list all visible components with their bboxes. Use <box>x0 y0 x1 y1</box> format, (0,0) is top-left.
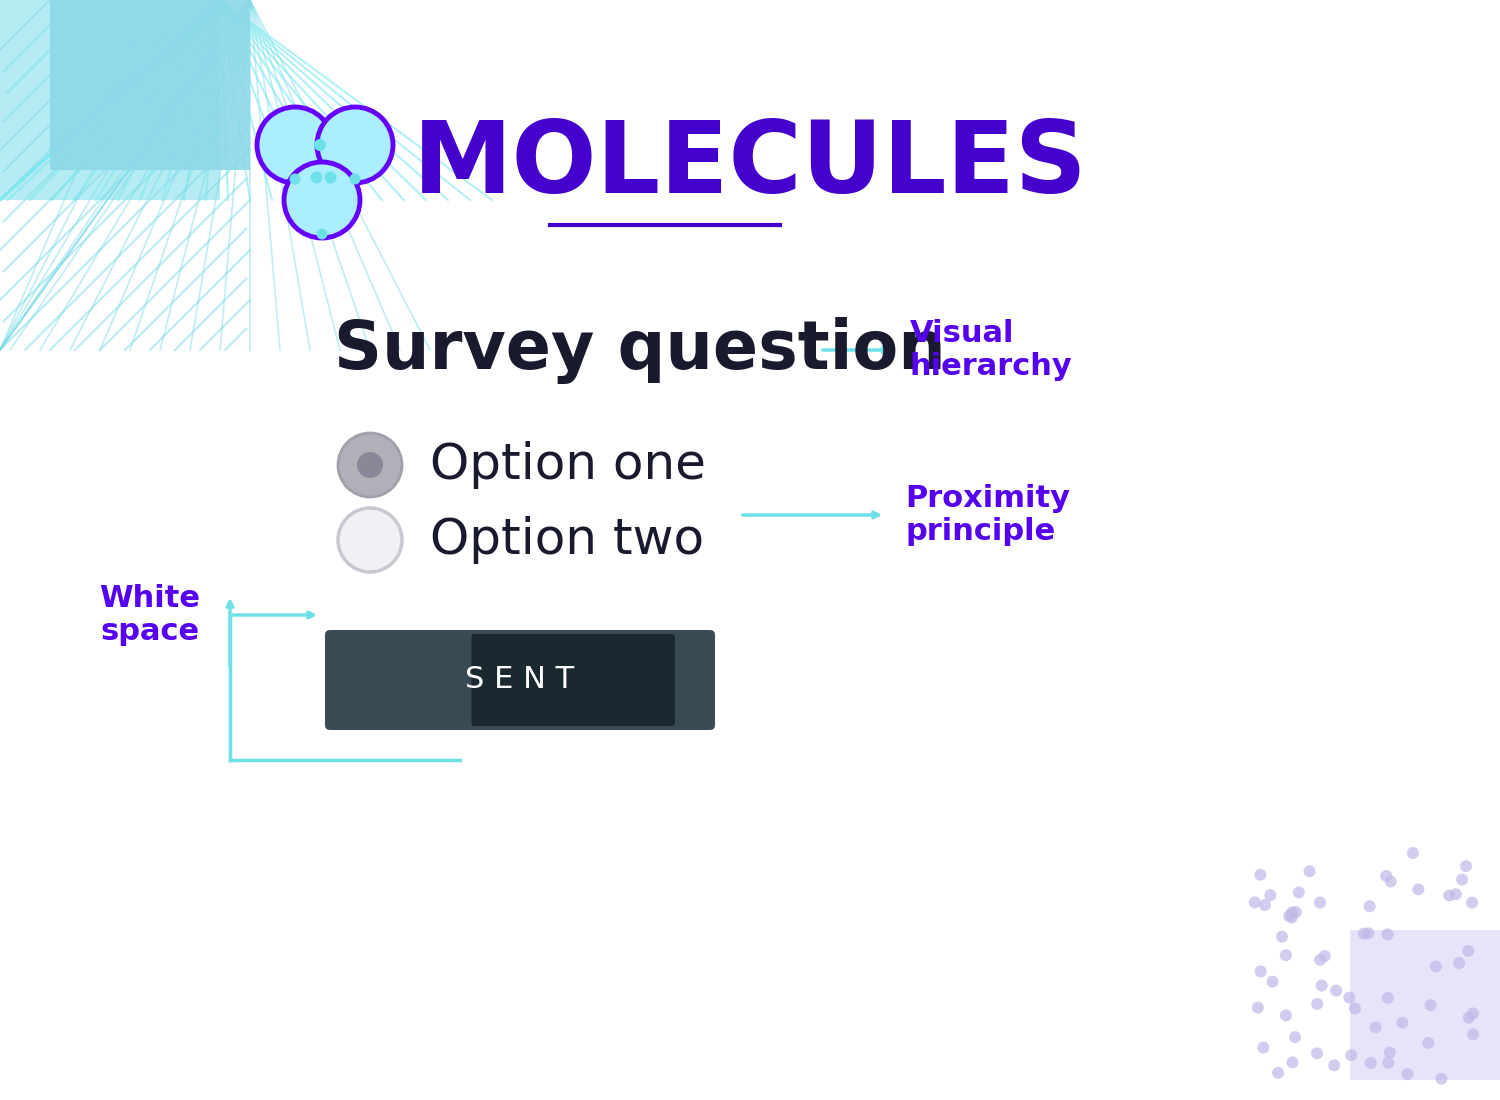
Circle shape <box>1329 1059 1341 1071</box>
Circle shape <box>1314 954 1326 966</box>
Circle shape <box>1450 888 1462 900</box>
Circle shape <box>290 174 300 185</box>
Text: S E N T: S E N T <box>465 666 574 694</box>
Circle shape <box>1314 896 1326 909</box>
Circle shape <box>1383 1057 1395 1069</box>
Circle shape <box>1422 1037 1434 1049</box>
Circle shape <box>1258 899 1270 911</box>
Circle shape <box>314 139 326 151</box>
Text: MOLECULES: MOLECULES <box>413 117 1088 213</box>
Circle shape <box>1286 906 1298 918</box>
FancyBboxPatch shape <box>471 634 675 726</box>
Circle shape <box>1346 1049 1358 1061</box>
Circle shape <box>1318 950 1330 962</box>
Circle shape <box>350 174 360 185</box>
Text: Visual
hierarchy: Visual hierarchy <box>910 319 1072 382</box>
Circle shape <box>1311 998 1323 1010</box>
Circle shape <box>1254 966 1266 978</box>
Circle shape <box>1462 1012 1474 1024</box>
Circle shape <box>1383 1046 1395 1058</box>
Circle shape <box>256 107 333 183</box>
Circle shape <box>1407 847 1419 859</box>
Circle shape <box>1364 900 1376 912</box>
Circle shape <box>1466 896 1478 909</box>
Circle shape <box>316 107 393 183</box>
Circle shape <box>1413 883 1425 895</box>
Circle shape <box>1287 1056 1299 1068</box>
Circle shape <box>1288 1031 1300 1043</box>
Circle shape <box>1344 991 1356 1003</box>
Text: Survey question: Survey question <box>334 317 946 384</box>
Circle shape <box>1358 927 1370 939</box>
Circle shape <box>1304 866 1316 878</box>
Bar <box>50 0 250 170</box>
Circle shape <box>1436 1072 1448 1085</box>
Circle shape <box>1370 1022 1382 1033</box>
Circle shape <box>1384 876 1396 888</box>
Circle shape <box>1348 1002 1360 1014</box>
Circle shape <box>1382 928 1394 940</box>
Circle shape <box>1282 910 1294 922</box>
Text: Option one: Option one <box>430 441 706 490</box>
Circle shape <box>1280 1010 1292 1022</box>
Circle shape <box>1456 873 1468 886</box>
Circle shape <box>1425 999 1437 1011</box>
Circle shape <box>1276 931 1288 943</box>
Circle shape <box>1396 1016 1408 1028</box>
Circle shape <box>1311 1047 1323 1059</box>
Text: Option two: Option two <box>430 516 704 564</box>
Circle shape <box>1430 960 1442 972</box>
Circle shape <box>1286 912 1298 923</box>
Circle shape <box>1290 906 1302 918</box>
Circle shape <box>316 229 327 240</box>
Circle shape <box>1460 860 1472 872</box>
Circle shape <box>1462 945 1474 957</box>
Circle shape <box>1266 976 1278 988</box>
Circle shape <box>1293 887 1305 899</box>
Circle shape <box>1380 870 1392 882</box>
Bar <box>0 0 220 200</box>
Text: White
space: White space <box>99 584 201 647</box>
Circle shape <box>310 172 322 184</box>
Circle shape <box>357 452 382 478</box>
Circle shape <box>1365 1057 1377 1069</box>
Circle shape <box>1264 889 1276 901</box>
Circle shape <box>1248 896 1260 909</box>
Circle shape <box>1382 992 1394 1004</box>
Circle shape <box>1330 984 1342 997</box>
Circle shape <box>1443 890 1455 902</box>
Circle shape <box>1467 1008 1479 1020</box>
Circle shape <box>1362 927 1374 939</box>
Circle shape <box>1467 1028 1479 1041</box>
Circle shape <box>1316 980 1328 991</box>
Circle shape <box>284 162 360 238</box>
Text: Proximity
principle: Proximity principle <box>904 484 1070 547</box>
Circle shape <box>1272 1067 1284 1079</box>
Circle shape <box>324 172 336 184</box>
Circle shape <box>1252 1002 1264 1014</box>
Bar <box>1350 930 1500 1080</box>
Circle shape <box>338 433 402 497</box>
Circle shape <box>1454 957 1466 969</box>
Circle shape <box>1401 1068 1413 1080</box>
Circle shape <box>1254 869 1266 881</box>
Circle shape <box>1257 1042 1269 1054</box>
Circle shape <box>1280 949 1292 961</box>
Circle shape <box>338 508 402 572</box>
FancyBboxPatch shape <box>326 630 716 730</box>
